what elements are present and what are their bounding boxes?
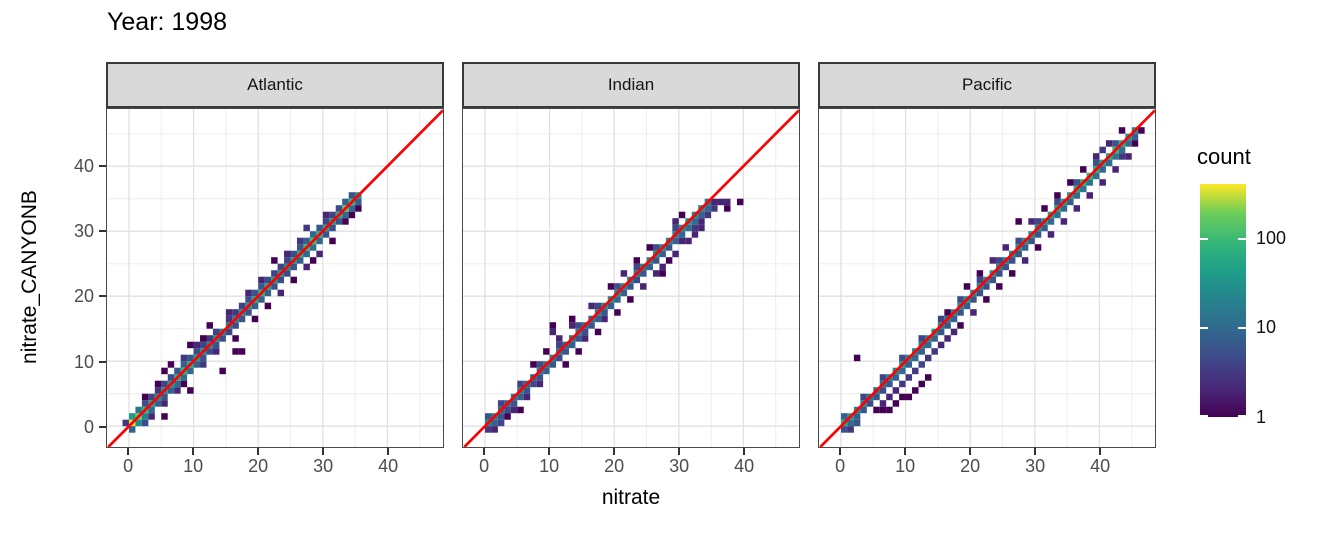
legend-tick-mark bbox=[1238, 237, 1246, 240]
facet-panel bbox=[818, 108, 1156, 448]
x-tick-mark bbox=[322, 448, 325, 455]
x-tick-mark bbox=[678, 448, 681, 455]
facet-strip-label: Atlantic bbox=[247, 75, 303, 94]
x-tick-mark bbox=[743, 448, 746, 455]
x-tick-mark bbox=[548, 448, 551, 455]
legend-tick-label: 1 bbox=[1256, 407, 1267, 427]
facet-strip: Pacific bbox=[818, 62, 1156, 108]
plot-title: Year: 1998 bbox=[107, 8, 228, 36]
x-tick-label: 40 bbox=[378, 456, 399, 476]
y-tick-label: 20 bbox=[73, 286, 94, 307]
legend-tick-mark bbox=[1200, 237, 1208, 240]
y-tick-mark bbox=[99, 295, 106, 298]
panel-canvas bbox=[463, 109, 799, 447]
y-tick-label: 40 bbox=[73, 155, 94, 176]
x-tick-mark bbox=[904, 448, 907, 455]
x-tick-mark bbox=[1099, 448, 1102, 455]
x-tick-label: 20 bbox=[248, 456, 269, 476]
x-tick-label: 20 bbox=[960, 456, 981, 476]
legend-tick-label: 100 bbox=[1256, 227, 1287, 248]
facet-strip: Atlantic bbox=[106, 62, 444, 108]
x-tick-label: 40 bbox=[1090, 456, 1111, 476]
x-tick-label: 30 bbox=[669, 456, 690, 476]
legend-tick-label: 10 bbox=[1256, 317, 1277, 338]
x-tick-mark bbox=[839, 448, 842, 455]
x-tick-label: 0 bbox=[123, 456, 134, 476]
x-tick-label: 10 bbox=[539, 456, 560, 476]
panel-canvas bbox=[819, 109, 1155, 447]
facet-pacific: Pacific 0 10 20 30 40 bbox=[818, 62, 1156, 476]
x-tick-mark bbox=[483, 448, 486, 455]
y-tick-mark bbox=[99, 164, 106, 167]
facet-atlantic: Atlantic 0 10 20 30 40 bbox=[106, 62, 444, 476]
legend-tick-mark bbox=[1238, 415, 1246, 417]
x-tick-label: 20 bbox=[604, 456, 625, 476]
y-axis-title: nitrate_CANYONB bbox=[18, 190, 41, 364]
x-tick-label: 30 bbox=[1025, 456, 1046, 476]
legend-tick-mark bbox=[1238, 327, 1246, 330]
y-tick-mark bbox=[99, 426, 106, 429]
facet-strip-label: Pacific bbox=[961, 75, 1013, 94]
facet-panel bbox=[462, 108, 800, 448]
x-axis-title: nitrate bbox=[601, 486, 661, 509]
facet-strip: Indian bbox=[462, 62, 800, 108]
x-tick-mark bbox=[387, 448, 390, 455]
legend-tick-mark bbox=[1200, 415, 1208, 417]
facet-strip-label: Indian bbox=[607, 75, 655, 94]
x-tick-label: 10 bbox=[183, 456, 204, 476]
x-tick-mark bbox=[613, 448, 616, 455]
y-tick-label: 10 bbox=[73, 351, 94, 372]
legend-colorbar bbox=[1200, 184, 1246, 417]
y-tick-mark bbox=[99, 360, 106, 363]
y-tick-label: 30 bbox=[73, 220, 94, 241]
panel-canvas bbox=[107, 109, 443, 447]
x-tick-label: 0 bbox=[479, 456, 490, 476]
facet-panel bbox=[106, 108, 444, 448]
y-tick-label: 0 bbox=[83, 417, 94, 438]
facet-indian: Indian 0 10 20 30 40 bbox=[462, 62, 800, 476]
x-tick-mark bbox=[257, 448, 260, 455]
x-tick-mark bbox=[192, 448, 195, 455]
legend-title: count bbox=[1197, 144, 1251, 169]
x-tick-mark bbox=[969, 448, 972, 455]
y-tick-mark bbox=[99, 229, 106, 232]
x-tick-label: 30 bbox=[313, 456, 334, 476]
x-tick-mark bbox=[127, 448, 130, 455]
x-tick-mark bbox=[1034, 448, 1037, 455]
x-tick-label: 40 bbox=[734, 456, 755, 476]
x-tick-label: 10 bbox=[895, 456, 916, 476]
x-tick-label: 0 bbox=[835, 456, 846, 476]
legend-tick-mark bbox=[1200, 327, 1208, 330]
